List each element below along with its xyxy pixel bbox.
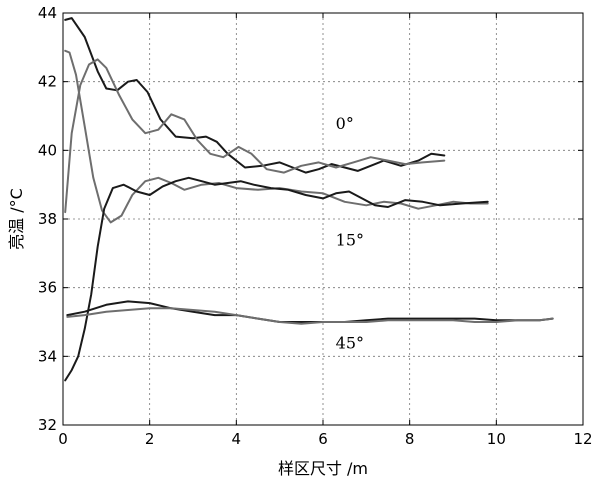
- annotation-layer: 0° 15° 45°: [336, 114, 364, 353]
- series-line-5: [66, 300, 554, 323]
- series-line-3: [64, 58, 446, 214]
- x-axis-label: 样区尺寸 /m: [278, 459, 368, 478]
- x-tick-label: 0: [58, 430, 68, 448]
- y-tick-label: 44: [38, 4, 57, 22]
- series-layer: [64, 17, 554, 382]
- y-axis-label: 亮温 /°C: [7, 188, 26, 250]
- angle-annotation: 0°: [336, 114, 354, 133]
- series-line-1: [64, 17, 446, 174]
- x-tick-label: 2: [145, 430, 155, 448]
- y-tick-label: 32: [38, 416, 57, 434]
- x-tick-label: 6: [318, 430, 328, 448]
- y-tick-label: 34: [38, 347, 57, 365]
- tick-layer: 0 2 4 6 8 10 12 32 34 36 38 40 42 44: [38, 4, 593, 448]
- angle-annotation: 15°: [336, 231, 364, 250]
- x-tick-label: 10: [487, 430, 506, 448]
- y-tick-label: 38: [38, 210, 57, 228]
- x-tick-label: 12: [573, 430, 592, 448]
- series-line-4: [64, 176, 489, 382]
- x-tick-label: 8: [405, 430, 415, 448]
- x-tick-label: 4: [232, 430, 242, 448]
- series-line-2: [64, 49, 489, 224]
- y-tick-label: 42: [38, 73, 57, 91]
- angle-annotation: 45°: [336, 334, 364, 353]
- y-tick-label: 40: [38, 141, 57, 159]
- y-tick-label: 36: [38, 279, 57, 297]
- grid-layer: [63, 13, 583, 425]
- series-line-6: [66, 307, 554, 325]
